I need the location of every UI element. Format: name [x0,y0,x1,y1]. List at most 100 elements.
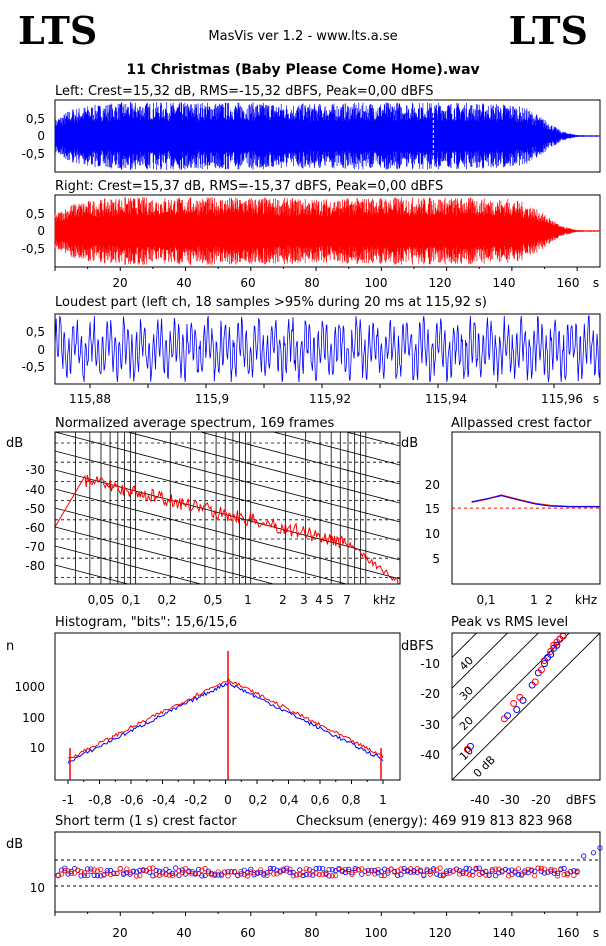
short-term-point-outlier [597,845,603,851]
spectrum-xtick: 7 [343,593,351,607]
short-term-point-left [173,865,179,871]
peak-rms-plot [452,633,600,780]
short-term-point-right [310,869,316,875]
right-wave-title: Right: Crest=15,37 dB, RMS=-15,37 dBFS, … [55,179,443,194]
short-term-point-right [525,866,531,872]
short-term-point-left [430,866,437,872]
allpass-chart: dB 20 15 10 5 0,1 1 2 kHz [401,431,601,607]
short-term-point-right [179,869,185,876]
spectrum-slope-line [271,432,400,466]
short-term-point-right [492,866,499,872]
peak-rms-point-left [547,650,555,658]
loudest-xtick: 115,94 [425,392,467,406]
short-term-point-right [352,867,358,873]
spectrum-ytick: -40 [25,483,45,497]
short-term-point-right [349,871,355,877]
short-term-point-right [143,868,149,874]
time-xtick: 120 [429,276,452,290]
short-term-point-right [290,873,296,879]
loudest-chart: 0,5 0 -0,5 115,88 115,9 115,92 115,94 11… [22,313,601,406]
short-term-point-left [463,865,469,871]
short-term-point-right [264,872,270,878]
short-term-point-right [173,871,179,877]
short-term-point-right [466,872,473,878]
short-term-point-left [202,872,208,879]
crest-diag-label: 40 [457,654,476,673]
app-title: MasVis ver 1.2 - www.lts.a.se [208,29,397,44]
short-term-point-left [257,869,264,875]
spectrum-ytick: -30 [25,463,45,477]
loudest-xunit: s [593,392,599,406]
short-term-point-right [107,871,114,878]
short-term-point-right [541,866,548,872]
short-term-point-right [313,870,319,876]
short-term-point-right [257,867,264,873]
allpass-ylabel: dB [401,436,418,451]
peak-rms-point-right [510,699,518,707]
short-term-point-right [359,866,365,872]
short-term-point-right [372,871,378,877]
peak-rms-ytick: -20 [420,687,440,701]
short-term-point-left [137,867,143,873]
short-term-point-right [153,872,159,878]
histogram-ylabel: n [6,639,14,654]
spectrum-ytick: -50 [25,502,45,516]
short-term-point-left [316,865,322,871]
short-term-point-right [225,873,231,879]
short-term-point-right [470,872,476,878]
peak-rms-point-right [500,715,508,723]
short-term-point-right [538,865,544,871]
short-term-point-left [91,872,97,878]
short-term-point-right [564,872,570,878]
short-term-point-right [329,873,335,879]
short-term-point-right [287,866,293,872]
peak-rms-xunit: dBFS [566,793,596,807]
short-term-point-left [68,868,74,875]
spectrum-xtick: 0,2 [157,593,176,607]
short-term-point-right [228,869,234,875]
short-term-point-right [91,867,97,873]
short-term-point-right [75,867,81,873]
short-term-point-right [391,869,398,875]
left-waveform-trace [54,102,601,170]
short-term-point-right [473,865,479,871]
short-term-point-right [417,868,424,874]
histogram-xtick: -0,4 [152,793,175,807]
peak-rms-xtick: -40 [470,793,490,807]
allpass-title: Allpassed crest factor [451,416,592,431]
short-term-frame [54,831,601,913]
time-xunit: s [593,276,599,290]
short-term-point-right [303,866,309,872]
spectrum-slope-line [55,526,276,584]
histogram-xtick: -0,8 [88,793,111,807]
time-xtick: 140 [493,276,516,290]
short-term-point-right [81,870,87,876]
short-term-point-right [378,872,384,879]
short-term-point-left [427,868,433,874]
short-term-point-right [85,872,91,879]
allpass-right-trace [471,494,600,508]
short-term-point-right [78,869,84,875]
short-term-point-left [398,872,404,878]
loudest-ytick: 0,5 [26,325,45,339]
right-ytick: 0 [37,224,45,238]
short-term-point-left [460,870,466,876]
short-term-point-right [401,868,407,874]
loudest-trace [54,315,601,383]
short-term-point-right [535,865,541,871]
spectrum-xunit: kHz [373,593,395,607]
right-ytick: -0,5 [22,242,45,256]
short-term-point-right [489,867,495,873]
peak-rms-xtick: -30 [500,793,520,807]
allpass-ytick: 5 [432,552,440,566]
spectrum-slope-line [55,450,400,542]
allpass-left-trace [471,495,600,508]
spectrum-plot [55,432,400,584]
loudest-ytick: 0 [37,343,45,357]
short-term-point-right [499,869,505,875]
short-term-point-left [470,868,476,875]
spectrum-slope-line [55,507,348,584]
short-term-point-left [300,872,306,879]
short-term-point-right [528,867,535,874]
short-term-point-left [65,871,71,877]
